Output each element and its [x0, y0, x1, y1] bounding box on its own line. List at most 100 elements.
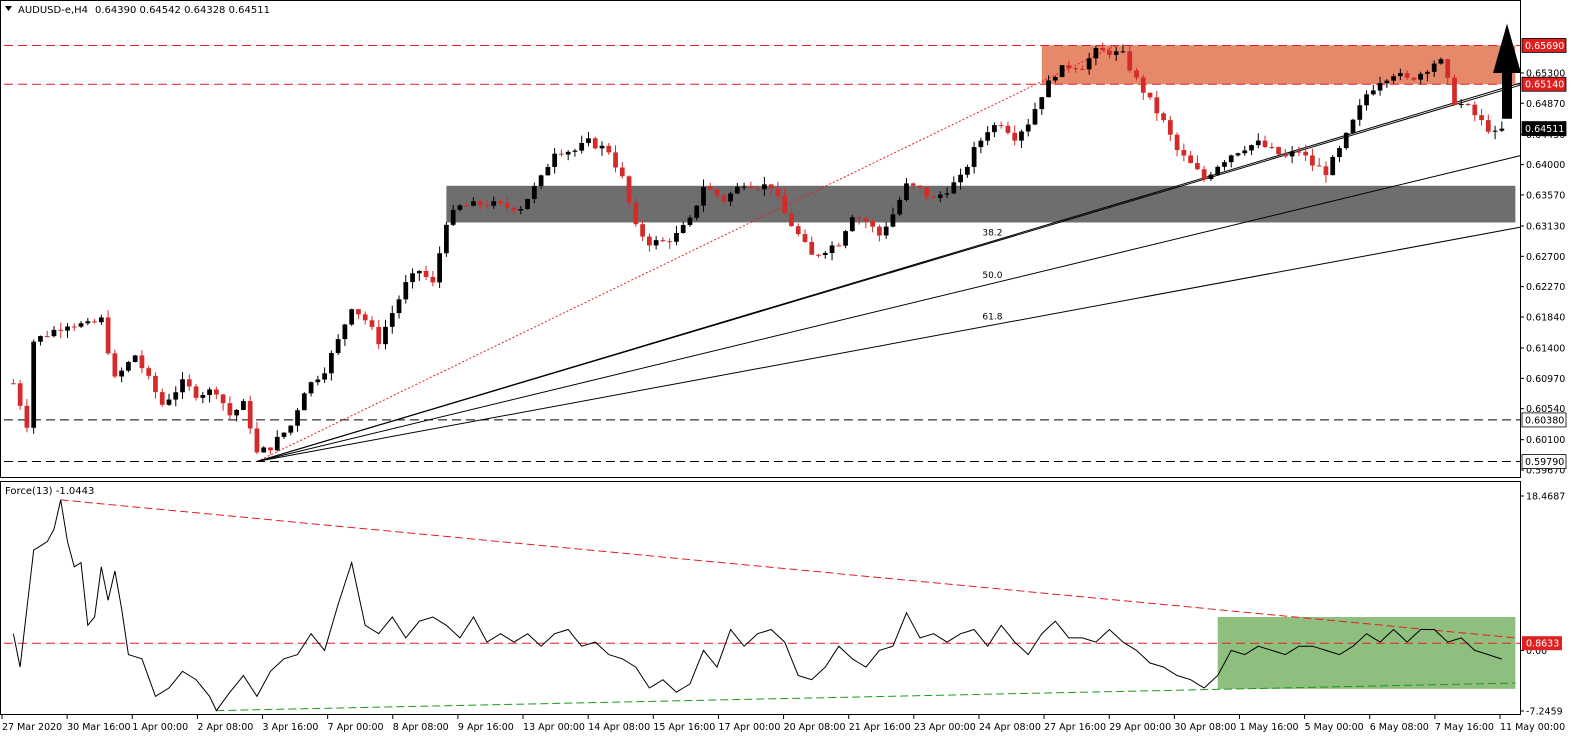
time-tick-label: 24 Apr 08:00 — [979, 722, 1041, 733]
time-tick-label: 1 May 16:00 — [1239, 722, 1298, 733]
candle-body — [904, 183, 909, 200]
candle-body — [701, 187, 706, 206]
candle-body — [816, 254, 821, 256]
price-tick-label: 0.60970 — [1526, 374, 1565, 385]
candle-body — [105, 317, 111, 354]
candle-body — [1282, 154, 1288, 157]
candle-body — [383, 326, 388, 345]
candle-body — [1499, 128, 1505, 131]
candle-body — [146, 368, 152, 376]
candle-body — [1154, 97, 1160, 114]
candle-body — [1188, 155, 1193, 164]
candle-body — [525, 198, 530, 210]
candle-body — [342, 324, 348, 340]
candle-body — [870, 221, 876, 227]
candle-body — [877, 226, 882, 236]
fan-label-38.2: 38.2 — [982, 229, 1002, 239]
candle-body — [247, 401, 253, 429]
candle-body — [1019, 131, 1024, 141]
candle-body — [633, 202, 639, 225]
candle-body — [559, 153, 564, 155]
candle-body — [288, 425, 294, 433]
candle-body — [1276, 147, 1281, 155]
candle-body — [423, 270, 429, 278]
candle-body — [159, 392, 165, 405]
candle-body — [200, 395, 206, 398]
candle-body — [295, 410, 300, 426]
candle-body — [734, 186, 740, 194]
candle-body — [897, 199, 903, 215]
fan-label-50.0: 50.0 — [982, 271, 1002, 281]
candle-body — [1296, 151, 1302, 153]
time-tick-label: 30 Mar 16:00 — [67, 722, 130, 733]
candle-body — [714, 189, 720, 196]
candle-body — [626, 176, 632, 203]
candle-body — [1039, 97, 1045, 110]
candle-body — [1134, 70, 1139, 78]
price-tag-box — [1521, 76, 1567, 92]
candle-body — [1222, 162, 1227, 167]
candles-layer — [11, 42, 1505, 455]
force-tick-label: 0.00 — [1526, 646, 1547, 657]
candle-body — [1425, 71, 1430, 74]
candle-body — [599, 145, 605, 149]
candle-body — [119, 370, 125, 377]
candle-body — [112, 353, 118, 377]
candle-body — [802, 234, 808, 242]
time-tick-label: 13 Apr 00:00 — [523, 722, 585, 733]
time-tick-label: 21 Apr 16:00 — [849, 722, 911, 733]
collapse-triangle-icon[interactable] — [5, 6, 12, 11]
candle-body — [958, 174, 963, 183]
candle-body — [1377, 83, 1383, 91]
candle-body — [44, 336, 50, 338]
time-tick-label: 3 Apr 16:00 — [263, 722, 319, 733]
candle-body — [1289, 151, 1295, 157]
candle-body — [538, 175, 544, 187]
candle-body — [971, 147, 977, 167]
candle-body — [1485, 120, 1491, 132]
candle-body — [403, 282, 409, 300]
candle-body — [58, 329, 64, 331]
candle-body — [430, 277, 436, 283]
candle-body — [1174, 134, 1180, 151]
candle-body — [992, 125, 997, 133]
candle-body — [978, 140, 984, 148]
candle-body — [504, 202, 510, 208]
candle-body — [132, 355, 138, 362]
candle-body — [51, 329, 57, 337]
force-tag-label: 0.8633 — [1526, 639, 1559, 650]
candle-body — [484, 205, 490, 207]
candle-body — [937, 194, 943, 198]
time-tick-label: 6 May 08:00 — [1370, 722, 1429, 733]
candle-body — [180, 379, 185, 393]
candle-body — [1005, 125, 1011, 133]
candle-body — [11, 383, 16, 385]
price-tick-label: 0.64870 — [1526, 99, 1565, 110]
candle-body — [694, 205, 700, 218]
candle-body — [444, 224, 449, 254]
candle-body — [362, 314, 368, 321]
candle-body — [1195, 163, 1200, 170]
candle-body — [1167, 120, 1173, 135]
candle-body — [376, 326, 382, 345]
candle-body — [890, 214, 896, 227]
price-trend-line-0 — [256, 84, 1521, 463]
candle-body — [329, 353, 334, 374]
candle-body — [511, 207, 517, 211]
candle-body — [17, 383, 23, 406]
time-tick-label: 23 Apr 00:00 — [914, 722, 976, 733]
candle-body — [166, 399, 172, 405]
force-panel — [0, 481, 1521, 715]
candle-body — [1093, 47, 1099, 59]
candle-body — [768, 184, 774, 189]
force-tick-label: 18.4687 — [1526, 492, 1565, 503]
force-indicator-label: Force(13) -1.0443 — [5, 486, 94, 497]
price-tag-label: 0.60380 — [1525, 415, 1564, 426]
candle-body — [640, 224, 645, 237]
fan-layer: 38.2 50.0 61.8 — [256, 44, 1521, 463]
price-tick-label: 0.61840 — [1526, 312, 1565, 323]
candle-body — [301, 393, 307, 411]
candle-body — [308, 382, 314, 394]
price-tag-box — [1521, 412, 1567, 428]
candle-body — [322, 373, 327, 380]
